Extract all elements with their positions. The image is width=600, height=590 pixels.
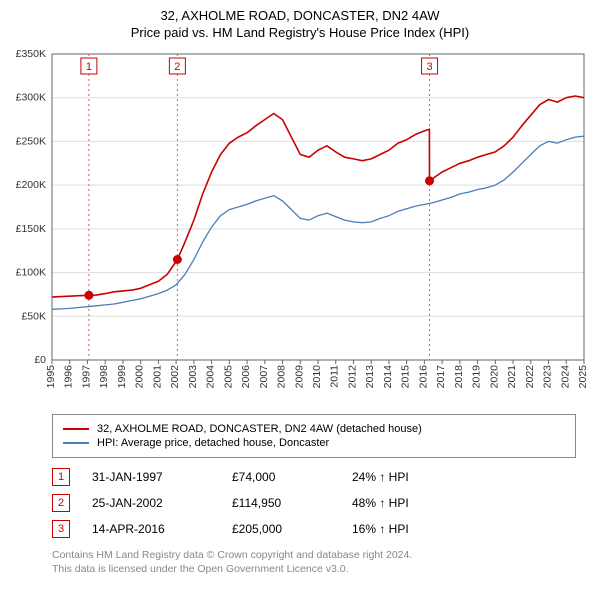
svg-text:2020: 2020 bbox=[488, 365, 500, 389]
svg-text:2003: 2003 bbox=[187, 365, 199, 389]
svg-text:£0: £0 bbox=[34, 354, 46, 366]
legend-swatch bbox=[63, 442, 89, 444]
sale-badge: 3 bbox=[52, 520, 70, 538]
svg-text:1998: 1998 bbox=[98, 365, 110, 389]
svg-text:2015: 2015 bbox=[400, 365, 412, 389]
svg-text:2011: 2011 bbox=[329, 365, 341, 388]
legend-label: HPI: Average price, detached house, Donc… bbox=[97, 437, 329, 449]
sale-pct: 24% ↑ HPI bbox=[352, 470, 472, 484]
sale-date: 31-JAN-1997 bbox=[92, 470, 232, 484]
sale-price: £114,950 bbox=[232, 496, 352, 510]
footer-attribution: Contains HM Land Registry data © Crown c… bbox=[52, 548, 576, 576]
svg-text:1: 1 bbox=[86, 61, 92, 73]
legend-item: HPI: Average price, detached house, Donc… bbox=[63, 437, 565, 449]
svg-text:2013: 2013 bbox=[364, 365, 376, 389]
sale-date: 14-APR-2016 bbox=[92, 522, 232, 536]
svg-text:2000: 2000 bbox=[134, 365, 146, 389]
svg-text:2009: 2009 bbox=[293, 365, 305, 389]
chart-area: £0 £50K £100K £150K £200K £250K £300K £350K 1995… bbox=[4, 48, 596, 408]
svg-text:2010: 2010 bbox=[311, 365, 323, 389]
svg-text:2024: 2024 bbox=[559, 365, 571, 389]
svg-text:£350K: £350K bbox=[16, 48, 46, 60]
svg-text:3: 3 bbox=[426, 61, 432, 73]
svg-text:2004: 2004 bbox=[205, 365, 217, 389]
chart-container: 32, AXHOLME ROAD, DONCASTER, DN2 4AW Pri… bbox=[0, 0, 600, 584]
svg-text:£100K: £100K bbox=[16, 267, 46, 279]
svg-text:2012: 2012 bbox=[346, 365, 358, 389]
svg-text:1996: 1996 bbox=[63, 365, 75, 389]
svg-text:1997: 1997 bbox=[80, 365, 92, 389]
svg-text:2017: 2017 bbox=[435, 365, 447, 389]
legend-label: 32, AXHOLME ROAD, DONCASTER, DN2 4AW (de… bbox=[97, 423, 422, 435]
svg-text:£150K: £150K bbox=[16, 223, 46, 235]
sale-price: £205,000 bbox=[232, 522, 352, 536]
svg-text:2019: 2019 bbox=[471, 365, 483, 389]
svg-text:£200K: £200K bbox=[16, 179, 46, 191]
legend-item: 32, AXHOLME ROAD, DONCASTER, DN2 4AW (de… bbox=[63, 423, 565, 435]
chart-title: 32, AXHOLME ROAD, DONCASTER, DN2 4AW bbox=[4, 8, 596, 23]
svg-text:2021: 2021 bbox=[506, 365, 518, 389]
line-chart-svg: £0 £50K £100K £150K £200K £250K £300K £350K 1995… bbox=[4, 48, 596, 408]
legend-swatch bbox=[63, 428, 89, 430]
sale-price: £74,000 bbox=[232, 470, 352, 484]
svg-text:2018: 2018 bbox=[453, 365, 465, 389]
svg-text:2008: 2008 bbox=[276, 365, 288, 389]
sale-row: 3 14-APR-2016£205,00016% ↑ HPI bbox=[52, 520, 576, 538]
svg-text:2001: 2001 bbox=[151, 365, 163, 389]
sale-date: 25-JAN-2002 bbox=[92, 496, 232, 510]
svg-text:£50K: £50K bbox=[21, 310, 46, 322]
footer-line-2: This data is licensed under the Open Gov… bbox=[52, 562, 576, 576]
sale-badge: 1 bbox=[52, 468, 70, 486]
svg-text:2016: 2016 bbox=[417, 365, 429, 389]
svg-text:2022: 2022 bbox=[524, 365, 536, 389]
svg-text:2023: 2023 bbox=[542, 365, 554, 389]
sale-pct: 16% ↑ HPI bbox=[352, 522, 472, 536]
sale-pct: 48% ↑ HPI bbox=[352, 496, 472, 510]
sale-row: 2 25-JAN-2002£114,95048% ↑ HPI bbox=[52, 494, 576, 512]
svg-text:2006: 2006 bbox=[240, 365, 252, 389]
legend: 32, AXHOLME ROAD, DONCASTER, DN2 4AW (de… bbox=[52, 414, 576, 458]
svg-text:2025: 2025 bbox=[577, 365, 589, 389]
footer-line-1: Contains HM Land Registry data © Crown c… bbox=[52, 548, 576, 562]
svg-text:1995: 1995 bbox=[45, 365, 57, 389]
svg-text:2: 2 bbox=[174, 61, 180, 73]
svg-text:£250K: £250K bbox=[16, 135, 46, 147]
svg-text:2005: 2005 bbox=[222, 365, 234, 389]
svg-text:2002: 2002 bbox=[169, 365, 181, 389]
sale-badge: 2 bbox=[52, 494, 70, 512]
sales-table: 1 31-JAN-1997£74,00024% ↑ HPI 2 25-JAN-2002… bbox=[52, 468, 576, 538]
svg-text:2007: 2007 bbox=[258, 365, 270, 389]
chart-subtitle: Price paid vs. HM Land Registry's House … bbox=[4, 25, 596, 40]
svg-text:£300K: £300K bbox=[16, 92, 46, 104]
sale-row: 1 31-JAN-1997£74,00024% ↑ HPI bbox=[52, 468, 576, 486]
svg-text:1999: 1999 bbox=[116, 365, 128, 389]
svg-text:2014: 2014 bbox=[382, 365, 394, 389]
